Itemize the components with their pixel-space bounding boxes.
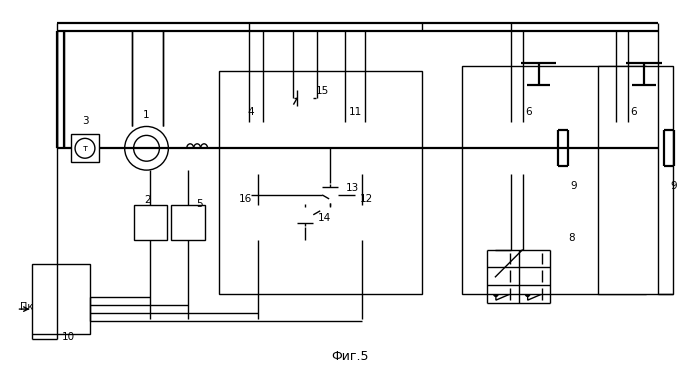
Bar <box>237 205 271 239</box>
Circle shape <box>124 126 168 170</box>
Text: 9: 9 <box>570 181 577 191</box>
Circle shape <box>329 122 381 174</box>
Text: 11: 11 <box>348 107 361 116</box>
Text: 9: 9 <box>670 181 677 191</box>
Text: 14: 14 <box>318 213 331 223</box>
Text: 8: 8 <box>568 233 575 242</box>
Polygon shape <box>297 90 313 106</box>
Circle shape <box>75 138 95 158</box>
Text: 6: 6 <box>526 107 532 116</box>
Bar <box>219 71 422 294</box>
Circle shape <box>493 274 498 279</box>
Bar <box>32 264 90 334</box>
Circle shape <box>503 122 554 174</box>
Circle shape <box>134 135 159 161</box>
Text: 3: 3 <box>82 116 88 126</box>
Circle shape <box>526 292 530 297</box>
Circle shape <box>620 134 648 162</box>
Circle shape <box>514 134 542 162</box>
Bar <box>234 144 241 151</box>
Circle shape <box>493 292 498 297</box>
Text: 10: 10 <box>62 332 75 342</box>
Bar <box>462 66 646 294</box>
Polygon shape <box>528 270 542 282</box>
Text: 5: 5 <box>196 199 203 209</box>
Text: Пк: Пк <box>20 302 34 312</box>
Text: 13: 13 <box>346 183 359 193</box>
Polygon shape <box>297 207 313 223</box>
Bar <box>134 205 167 239</box>
Text: 2: 2 <box>144 195 150 205</box>
Polygon shape <box>496 270 510 282</box>
Bar <box>598 66 672 294</box>
Text: 6: 6 <box>630 107 637 116</box>
Bar <box>337 144 344 151</box>
Circle shape <box>526 256 530 261</box>
Text: т: т <box>82 144 87 153</box>
Polygon shape <box>496 253 510 264</box>
Bar <box>367 144 374 151</box>
Circle shape <box>493 256 498 261</box>
Bar <box>261 144 268 151</box>
Polygon shape <box>528 288 542 300</box>
Text: 4: 4 <box>247 107 254 116</box>
Polygon shape <box>496 288 510 300</box>
Circle shape <box>526 274 530 279</box>
Text: 1: 1 <box>143 110 150 120</box>
Polygon shape <box>322 187 338 203</box>
Bar <box>171 205 205 239</box>
Text: 12: 12 <box>360 194 373 204</box>
Bar <box>71 134 99 162</box>
Circle shape <box>225 122 277 174</box>
Text: Фиг.5: Фиг.5 <box>331 350 369 363</box>
Circle shape <box>237 134 265 162</box>
Polygon shape <box>528 253 542 264</box>
Text: 15: 15 <box>316 86 329 96</box>
Text: 16: 16 <box>239 194 252 204</box>
Circle shape <box>608 122 660 174</box>
Circle shape <box>341 134 369 162</box>
Bar <box>342 205 376 239</box>
